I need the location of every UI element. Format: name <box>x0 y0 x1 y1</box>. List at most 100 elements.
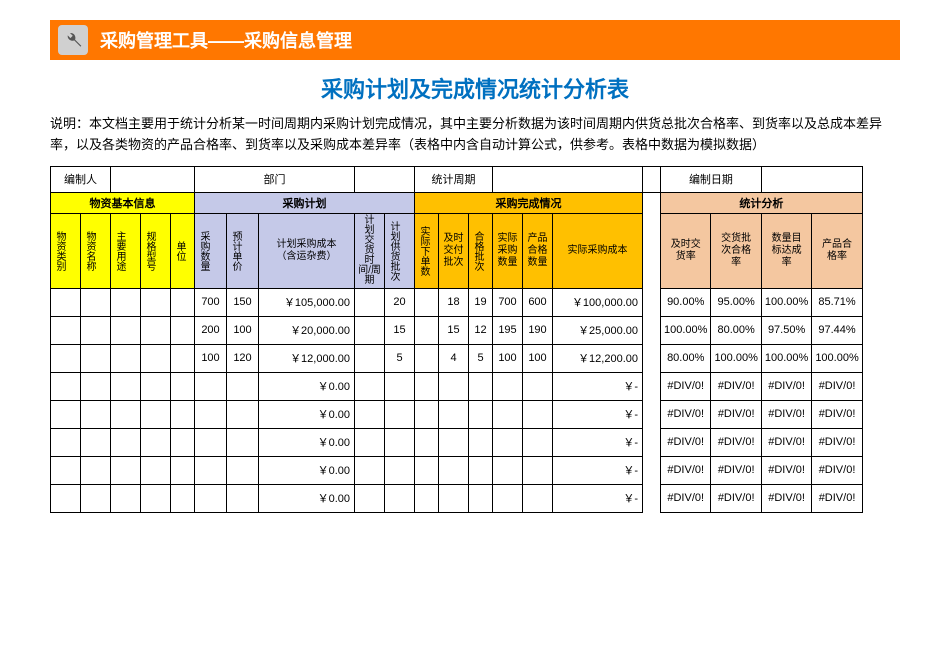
cell: 120 <box>227 344 259 372</box>
cell <box>141 400 171 428</box>
value-period <box>493 166 643 192</box>
cell <box>141 344 171 372</box>
cell: ￥20,000.00 <box>259 316 355 344</box>
cell <box>111 288 141 316</box>
cell: 4 <box>439 344 469 372</box>
cell <box>523 484 553 512</box>
col-header: 实际下单数 <box>415 213 439 288</box>
cell <box>81 400 111 428</box>
cell <box>171 344 195 372</box>
col-header: 实际采购数量 <box>493 213 523 288</box>
sub-header-row: 物资类别物资名称主要用途规格型号单位采购数量预计单价计划采购成本（含运杂费）计划… <box>51 213 863 288</box>
cell <box>523 400 553 428</box>
group-basic: 物资基本信息 <box>51 192 195 213</box>
cell <box>171 372 195 400</box>
cell: ￥- <box>553 372 643 400</box>
col-header: 物资名称 <box>81 213 111 288</box>
cell <box>195 428 227 456</box>
cell: ￥25,000.00 <box>553 316 643 344</box>
cell <box>111 484 141 512</box>
cell: #DIV/0! <box>812 456 862 484</box>
cell: #DIV/0! <box>812 428 862 456</box>
cell: 5 <box>385 344 415 372</box>
col-header: 数量目标达成率 <box>761 213 811 288</box>
cell <box>111 372 141 400</box>
col-header: 交货批次合格率 <box>711 213 761 288</box>
cell <box>141 372 171 400</box>
cell <box>415 344 439 372</box>
cell <box>227 484 259 512</box>
cell: 200 <box>195 316 227 344</box>
cell <box>195 484 227 512</box>
cell: 100.00% <box>661 316 711 344</box>
cell: 700 <box>195 288 227 316</box>
group-plan: 采购计划 <box>195 192 415 213</box>
cell <box>81 428 111 456</box>
cell <box>355 428 385 456</box>
col-header: 合格批次 <box>469 213 493 288</box>
label-dept: 部门 <box>195 166 355 192</box>
gap-cell <box>643 344 661 372</box>
cell <box>415 428 439 456</box>
col-header: 计划供货批次 <box>385 213 415 288</box>
header-title: 采购管理工具——采购信息管理 <box>100 27 352 53</box>
cell: 15 <box>439 316 469 344</box>
cell <box>415 372 439 400</box>
cell: 700 <box>493 288 523 316</box>
cell <box>111 428 141 456</box>
table-row: 700150￥105,000.00201819700600￥100,000.00… <box>51 288 863 316</box>
col-header: 产品合格率 <box>812 213 862 288</box>
cell <box>171 428 195 456</box>
cell: ￥100,000.00 <box>553 288 643 316</box>
col-header: 产品合格数量 <box>523 213 553 288</box>
cell: ￥0.00 <box>259 372 355 400</box>
cell <box>141 456 171 484</box>
cell <box>355 316 385 344</box>
cell: #DIV/0! <box>812 372 862 400</box>
cell: 15 <box>385 316 415 344</box>
value-date <box>761 166 862 192</box>
label-period: 统计周期 <box>415 166 493 192</box>
cell <box>81 288 111 316</box>
cell: 100.00% <box>711 344 761 372</box>
cell <box>51 288 81 316</box>
cell <box>415 400 439 428</box>
cell <box>355 484 385 512</box>
cell <box>385 484 415 512</box>
cell: #DIV/0! <box>812 484 862 512</box>
cell <box>355 456 385 484</box>
cell <box>469 456 493 484</box>
cell: #DIV/0! <box>711 428 761 456</box>
cell: 195 <box>493 316 523 344</box>
table-row: ￥0.00￥-#DIV/0!#DIV/0!#DIV/0!#DIV/0! <box>51 456 863 484</box>
table-row: 100120￥12,000.00545100100￥12,200.0080.00… <box>51 344 863 372</box>
col-header: 物资类别 <box>51 213 81 288</box>
cell: #DIV/0! <box>661 456 711 484</box>
cell <box>469 372 493 400</box>
cell <box>51 316 81 344</box>
cell <box>355 372 385 400</box>
cell: #DIV/0! <box>761 400 811 428</box>
cell <box>141 484 171 512</box>
page-title: 采购计划及完成情况统计分析表 <box>0 72 950 104</box>
cell <box>51 456 81 484</box>
value-author <box>111 166 195 192</box>
cell: ￥12,000.00 <box>259 344 355 372</box>
cell: 100 <box>227 316 259 344</box>
cell: 5 <box>469 344 493 372</box>
gap-cell <box>643 484 661 512</box>
cell <box>111 344 141 372</box>
cell <box>385 400 415 428</box>
header-bar: 采购管理工具——采购信息管理 <box>50 20 900 60</box>
cell <box>415 288 439 316</box>
cell: 20 <box>385 288 415 316</box>
cell: ￥0.00 <box>259 428 355 456</box>
cell <box>385 428 415 456</box>
gap-cell <box>643 372 661 400</box>
cell: 100 <box>493 344 523 372</box>
cell: #DIV/0! <box>661 400 711 428</box>
cell <box>415 316 439 344</box>
cell: #DIV/0! <box>711 400 761 428</box>
cell: #DIV/0! <box>661 484 711 512</box>
cell <box>493 456 523 484</box>
